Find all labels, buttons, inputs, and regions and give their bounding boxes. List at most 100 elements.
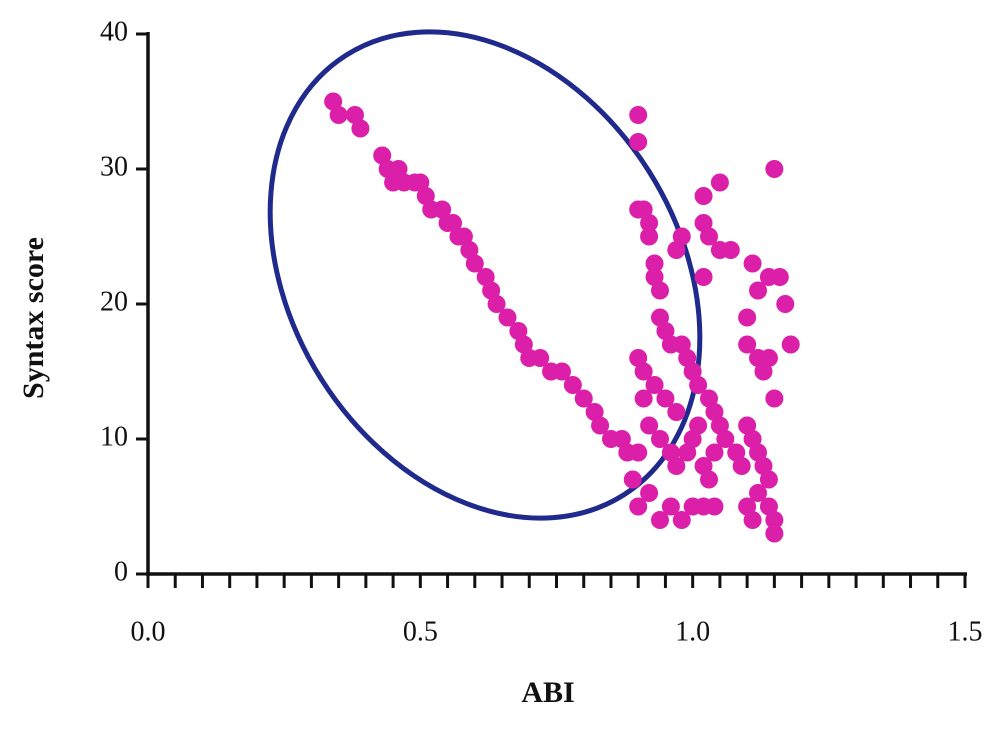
point [629,106,648,124]
point [563,376,582,394]
point [716,430,735,448]
point [700,227,719,246]
point [650,430,669,448]
point [650,281,669,300]
point [454,227,473,246]
point [738,416,757,435]
point [765,389,784,408]
point [678,349,697,367]
point [743,254,762,273]
point [629,443,648,462]
x-axis-title: ABI [521,676,574,709]
point [656,322,675,340]
x-tick-label: 1.0 [675,616,710,647]
point [765,160,784,178]
point [345,106,364,124]
point [749,443,768,462]
point [694,187,713,205]
point [727,443,746,462]
point [661,443,680,462]
point [710,173,729,192]
point [640,416,659,435]
point [634,200,653,219]
point [552,362,571,381]
point [694,268,713,286]
point [623,470,642,489]
point [324,92,343,111]
point [645,254,664,273]
point [629,349,648,367]
point [650,511,669,529]
point [640,227,659,246]
point [678,443,697,462]
point [482,281,501,300]
point [705,403,724,421]
point [705,497,724,516]
highlight-ellipse [267,29,703,521]
point [640,484,659,502]
point [759,497,778,516]
point [433,200,452,219]
point [694,457,713,475]
point [645,376,664,394]
y-tick-label: 0 [114,556,128,587]
point [329,106,348,124]
point [514,335,533,354]
point [710,416,729,435]
point [683,362,702,381]
point [476,268,495,286]
point [776,295,795,313]
point [661,497,680,516]
point [705,443,724,462]
x-tick-label: 1.5 [948,616,983,647]
point [629,133,648,151]
point [689,416,708,435]
point [754,457,773,475]
point [667,403,686,421]
point [444,214,463,232]
point [465,254,484,273]
point [781,335,800,354]
point [650,308,669,327]
x-tick-label: 0.0 [131,616,166,647]
point [689,376,708,394]
y-tick-label: 40 [100,16,128,47]
point [700,470,719,489]
point [738,308,757,327]
point [721,241,740,259]
point [765,524,784,543]
point [743,511,762,529]
point [389,160,408,178]
point [700,389,719,408]
point [634,362,653,381]
point [738,335,757,354]
point [509,322,528,340]
point [498,308,517,327]
point [694,214,713,232]
point [667,457,686,475]
point [531,349,550,367]
point [672,227,691,246]
y-tick-label: 10 [100,421,128,452]
point [645,268,664,286]
y-tick-label: 30 [100,151,128,182]
point [759,470,778,489]
point [738,497,757,516]
point [416,187,435,205]
point [754,362,773,381]
point [487,295,506,313]
point [732,457,751,475]
point [460,241,479,259]
point [683,430,702,448]
x-tick-label: 0.5 [403,616,438,647]
point [585,403,604,421]
point [749,281,768,300]
point [672,511,691,529]
point [672,335,691,354]
point [749,484,768,502]
point [667,241,686,259]
point [612,430,631,448]
point [765,511,784,529]
point [759,349,778,367]
